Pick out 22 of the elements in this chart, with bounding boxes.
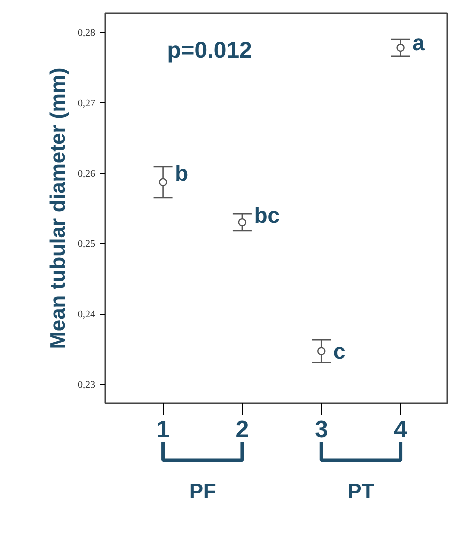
y-tick-label: 0,24 — [78, 310, 96, 321]
annotation: bc — [254, 203, 280, 228]
y-tick-label: 0,25 — [78, 239, 96, 250]
y-axis-title: Mean tubular diameter (mm) — [47, 68, 70, 350]
point — [396, 44, 405, 52]
point — [159, 178, 168, 187]
x-tick-label: 4 — [394, 416, 408, 444]
y-tick-label: 0,28 — [78, 28, 96, 40]
text: PF — [189, 480, 216, 504]
x-tick-label: 3 — [314, 416, 328, 444]
x-tick-label: 1 — [156, 416, 170, 444]
y-tick-label: 0,23 — [78, 380, 96, 391]
y-tick-label: 0,26 — [78, 168, 96, 180]
x-tick-label: 2 — [236, 416, 250, 444]
point — [318, 347, 326, 356]
annotation: a — [412, 30, 426, 56]
annotation: c — [334, 338, 346, 364]
point — [238, 218, 247, 227]
y-tick-label: 0,27 — [78, 98, 96, 110]
annotation: p=0.012 — [167, 37, 252, 64]
text: PT — [348, 480, 375, 504]
annotation: b — [175, 160, 189, 186]
